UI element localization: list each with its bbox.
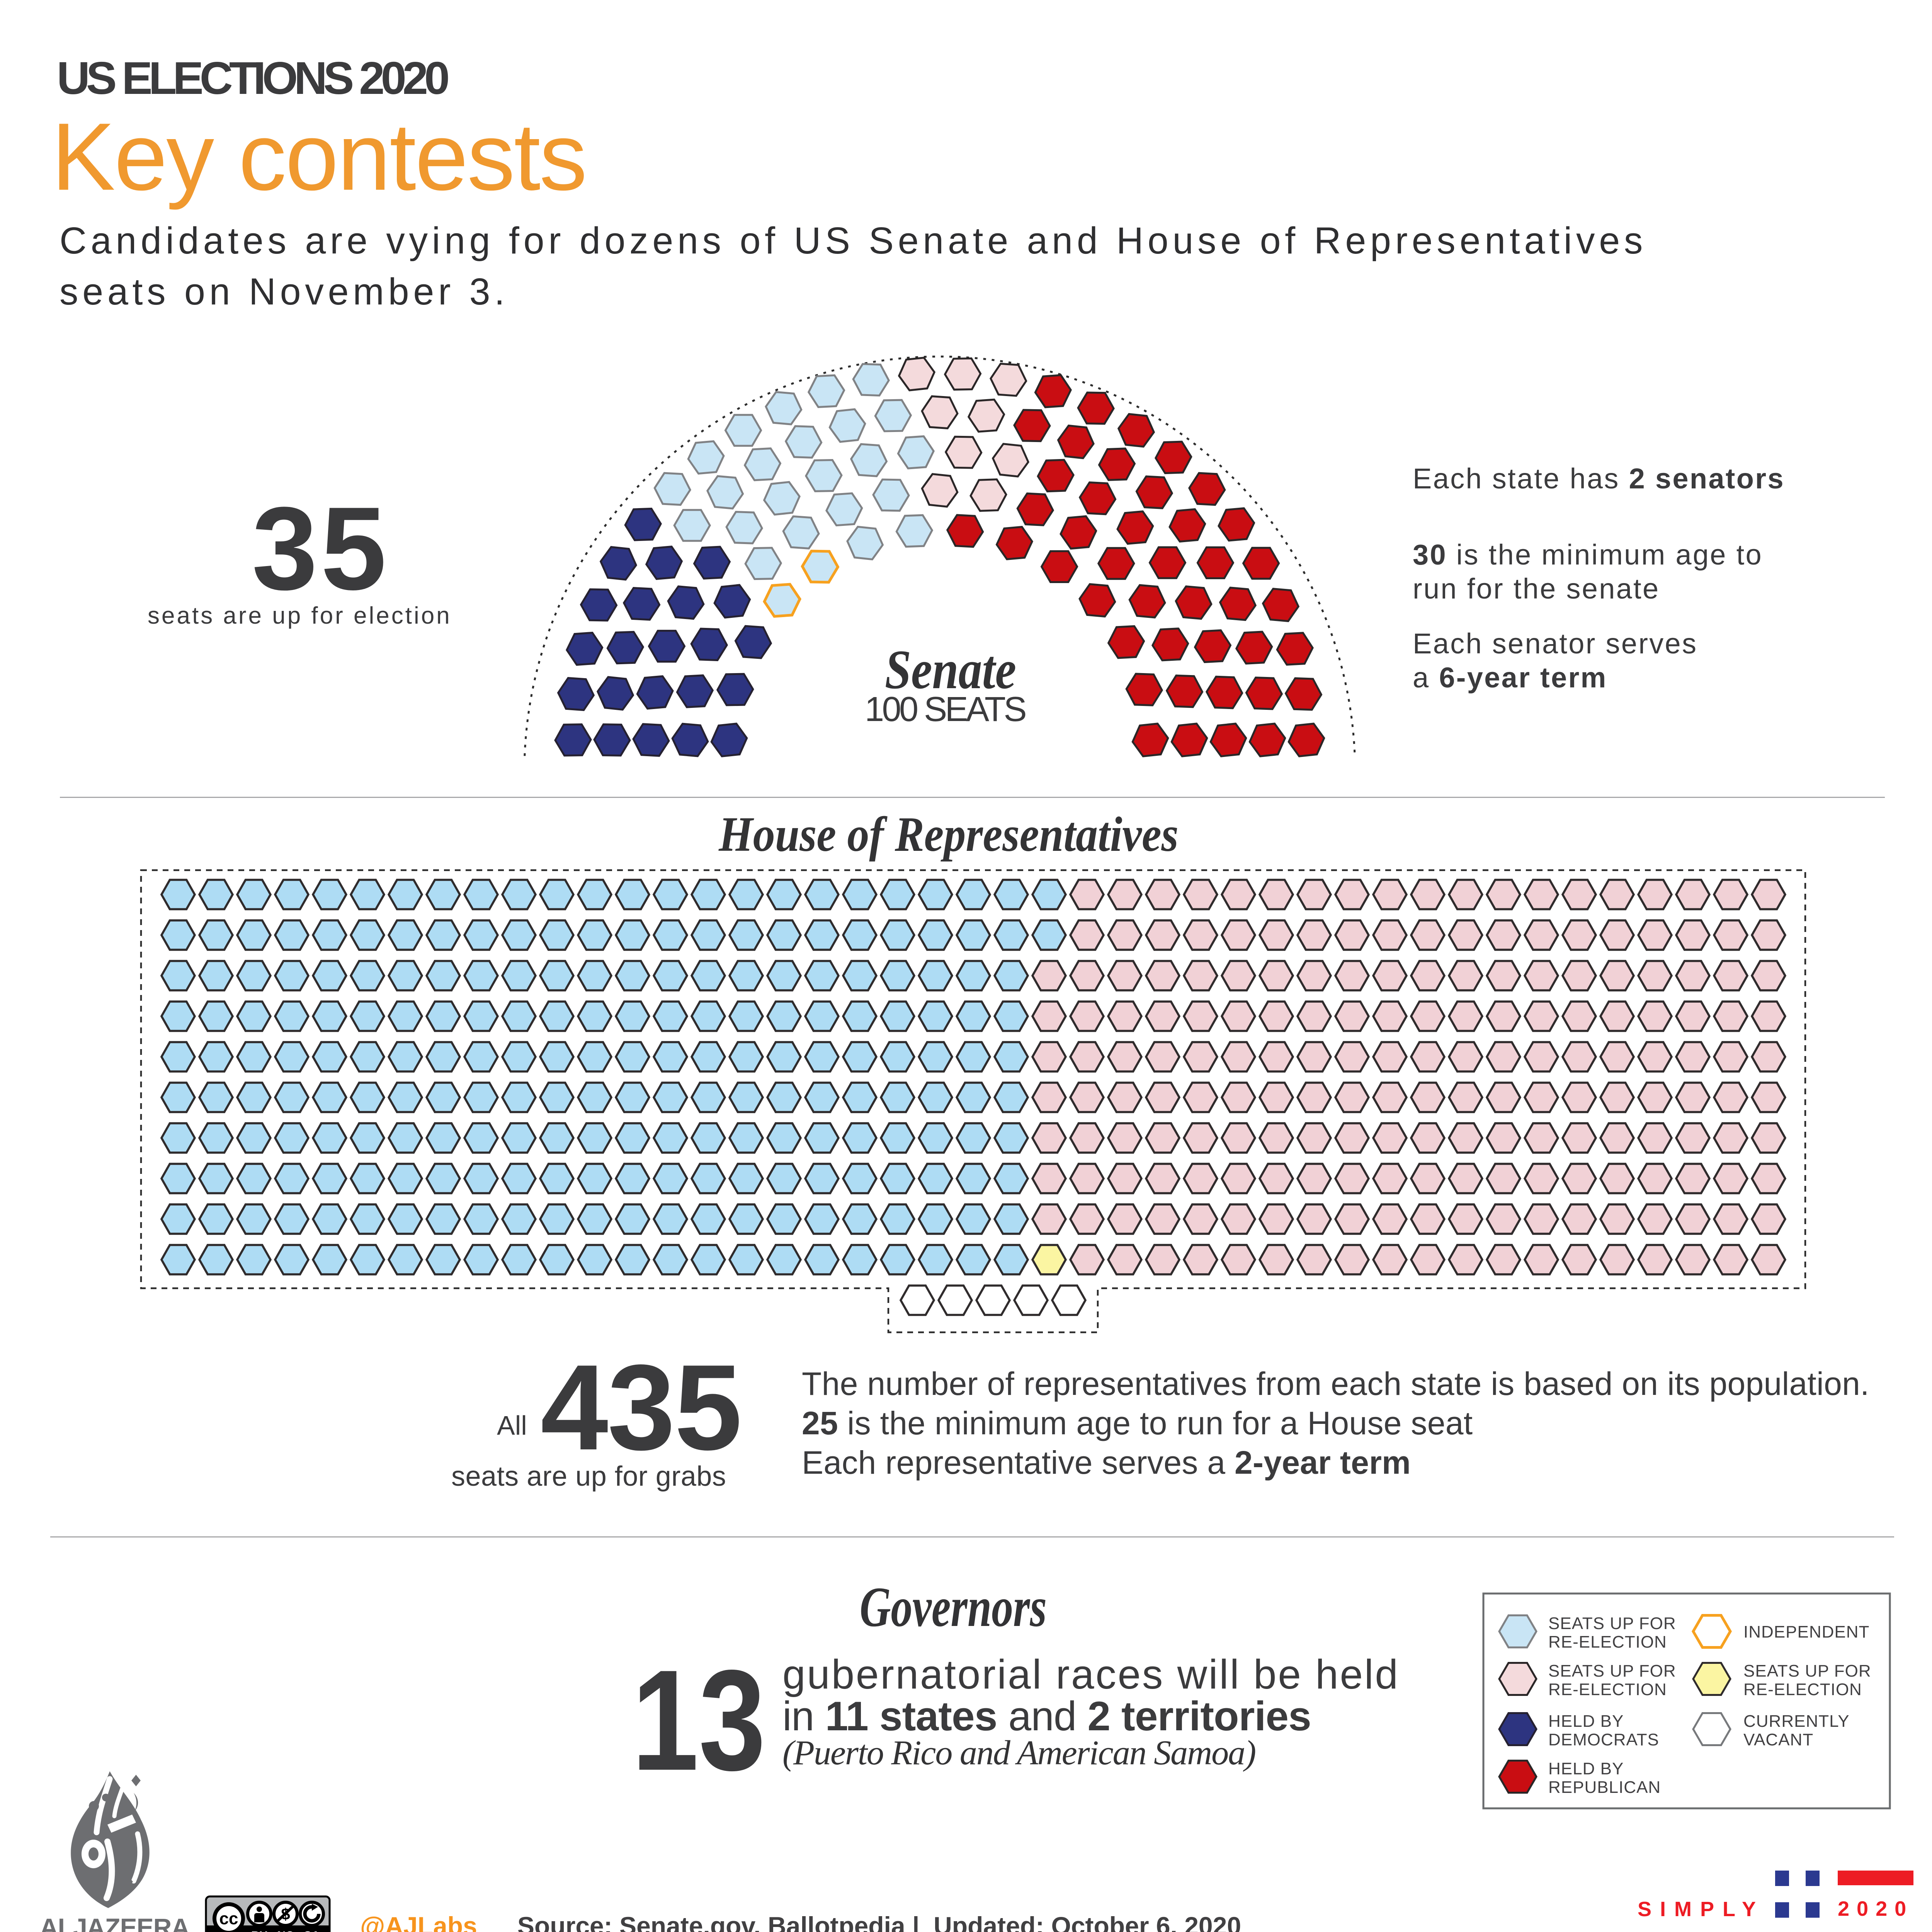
svg-text:BY: BY: [251, 1929, 267, 1932]
svg-text:cc: cc: [219, 1909, 238, 1928]
svg-text:2020: 2020: [1838, 1897, 1913, 1920]
svg-text:SA: SA: [304, 1929, 320, 1932]
svg-text:NC: NC: [277, 1929, 294, 1932]
